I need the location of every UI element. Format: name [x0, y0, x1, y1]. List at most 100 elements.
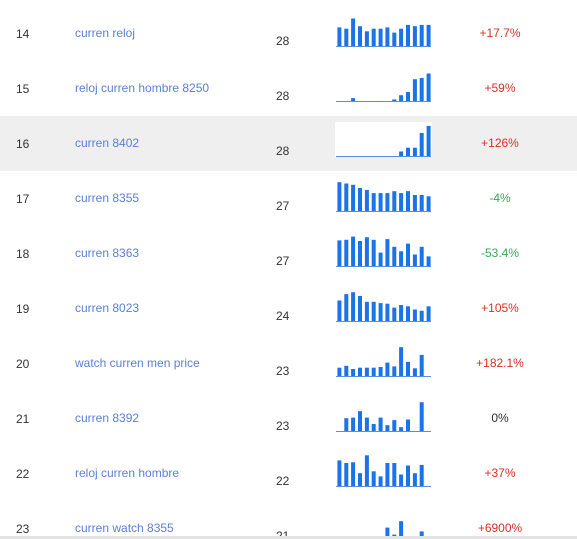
sparkline-bar	[392, 99, 397, 101]
sparkline-bar	[385, 425, 390, 431]
rank-number: 19	[16, 302, 30, 316]
sparkline-bar	[412, 147, 417, 156]
sparkline-bar	[406, 147, 410, 156]
trend-sparkline	[336, 347, 431, 377]
sparkline-bar	[364, 367, 369, 376]
table-row[interactable]: 17 curren 8355 27 -4%	[0, 171, 577, 226]
sparkline-bar	[406, 361, 410, 376]
sparkline-bar	[399, 95, 404, 101]
rank-number: 23	[16, 522, 30, 536]
sparkline-bar	[378, 193, 383, 211]
keyword-link[interactable]: curren reloj	[75, 26, 136, 40]
sparkline-bar	[364, 301, 369, 321]
sparkline-bar	[426, 73, 431, 101]
keyword-link[interactable]: curren watch 8355	[75, 521, 174, 535]
sparkline-bar	[371, 28, 376, 46]
sparkline-bar	[371, 193, 376, 211]
sparkline-bar	[344, 183, 349, 211]
sparkline-bar	[406, 243, 410, 266]
trend-sparkline	[336, 73, 431, 102]
table-row[interactable]: 20 watch curren men price 23 +182.1%	[0, 336, 577, 391]
rank-number: 21	[16, 412, 30, 426]
trend-sparkline	[336, 236, 431, 267]
rank-number: 20	[16, 357, 30, 371]
sparkline-bar	[351, 292, 356, 321]
keyword-link[interactable]: reloj curren hombre 8250	[75, 81, 210, 95]
sparkline-bar	[412, 368, 417, 376]
table-row[interactable]: 14 curren reloj 28 +17.7%	[0, 6, 577, 61]
change-percent: -4%	[489, 191, 511, 205]
rank-number: 14	[16, 27, 30, 41]
sparkline-bar	[419, 133, 424, 156]
table-row[interactable]: 15 reloj curren hombre 8250 28 +59%	[0, 61, 577, 116]
interest-value: 23	[276, 419, 290, 433]
table-row[interactable]: 23 curren watch 8355 21 +6900%	[0, 501, 577, 539]
sparkline-bar	[371, 424, 376, 431]
table-row[interactable]: 19 curren 8023 24 +105%	[0, 281, 577, 336]
sparkline-bar	[406, 92, 410, 101]
sparkline-bar	[419, 531, 424, 539]
sparkline-bar	[344, 294, 349, 321]
sparkline-bar	[337, 460, 342, 486]
sparkline-bar	[337, 300, 342, 321]
sparkline-bar	[358, 367, 362, 376]
trend-sparkline	[335, 122, 432, 157]
change-percent: +126%	[481, 136, 519, 150]
rank-number: 22	[16, 467, 30, 481]
sparkline-bar	[399, 427, 404, 431]
sparkline-bar	[399, 28, 404, 46]
sparkline-bar	[406, 306, 410, 321]
sparkline-bar	[399, 347, 404, 376]
table-row[interactable]: 16 curren 8402 28 +126%	[0, 116, 577, 171]
sparkline-bar	[364, 417, 369, 431]
keyword-link[interactable]: watch curren men price	[75, 356, 200, 370]
sparkline-bar	[358, 296, 362, 321]
sparkline-bar	[378, 476, 383, 486]
rank-number: 15	[16, 82, 30, 96]
sparkline-bar	[378, 417, 383, 431]
sparkline-bar	[337, 367, 342, 376]
sparkline-bar	[412, 473, 417, 486]
sparkline-bar	[419, 310, 424, 321]
sparkline-bar	[399, 305, 404, 321]
table-row[interactable]: 18 curren 8363 27 -53.4%	[0, 226, 577, 281]
sparkline-bar	[351, 236, 356, 266]
keyword-link[interactable]: curren 8355	[75, 191, 140, 205]
interest-value: 27	[276, 199, 290, 213]
keyword-link[interactable]: curren 8402	[75, 136, 140, 150]
sparkline-bar	[371, 367, 376, 376]
sparkline-bar	[419, 78, 424, 101]
sparkline-bar	[419, 354, 424, 376]
keyword-link[interactable]: curren 8023	[75, 301, 140, 315]
keyword-link[interactable]: curren 8363	[75, 246, 140, 260]
sparkline-bar	[364, 455, 369, 486]
sparkline-bar	[392, 366, 397, 376]
sparkline-bar	[344, 418, 349, 431]
sparkline-bar	[385, 27, 390, 46]
keyword-link[interactable]: curren 8392	[75, 411, 140, 425]
interest-value: 28	[276, 89, 290, 103]
sparkline-bar	[371, 301, 376, 321]
change-percent: +105%	[481, 301, 519, 315]
sparkline-bar	[392, 307, 397, 321]
table-row[interactable]: 22 reloj curren hombre 22 +37%	[0, 446, 577, 501]
table-row[interactable]: 21 curren 8392 23 0%	[0, 391, 577, 446]
change-percent: +37%	[484, 466, 516, 480]
sparkline-bar	[385, 527, 390, 539]
rank-number: 17	[16, 192, 30, 206]
interest-value: 22	[276, 474, 290, 488]
sparkline-bar	[419, 402, 424, 431]
sparkline-bar	[419, 195, 424, 211]
sparkline-bar	[351, 98, 356, 101]
sparkline-bar	[337, 27, 342, 46]
sparkline-bar	[399, 193, 404, 211]
sparkline-bar	[419, 24, 424, 46]
sparkline-bar	[378, 28, 383, 46]
sparkline-bar	[399, 251, 404, 266]
keyword-link[interactable]: reloj curren hombre	[75, 466, 180, 480]
sparkline-bar	[399, 521, 404, 539]
interest-value: 21	[276, 529, 290, 539]
sparkline-bar	[358, 411, 362, 431]
sparkline-bar	[344, 28, 349, 46]
